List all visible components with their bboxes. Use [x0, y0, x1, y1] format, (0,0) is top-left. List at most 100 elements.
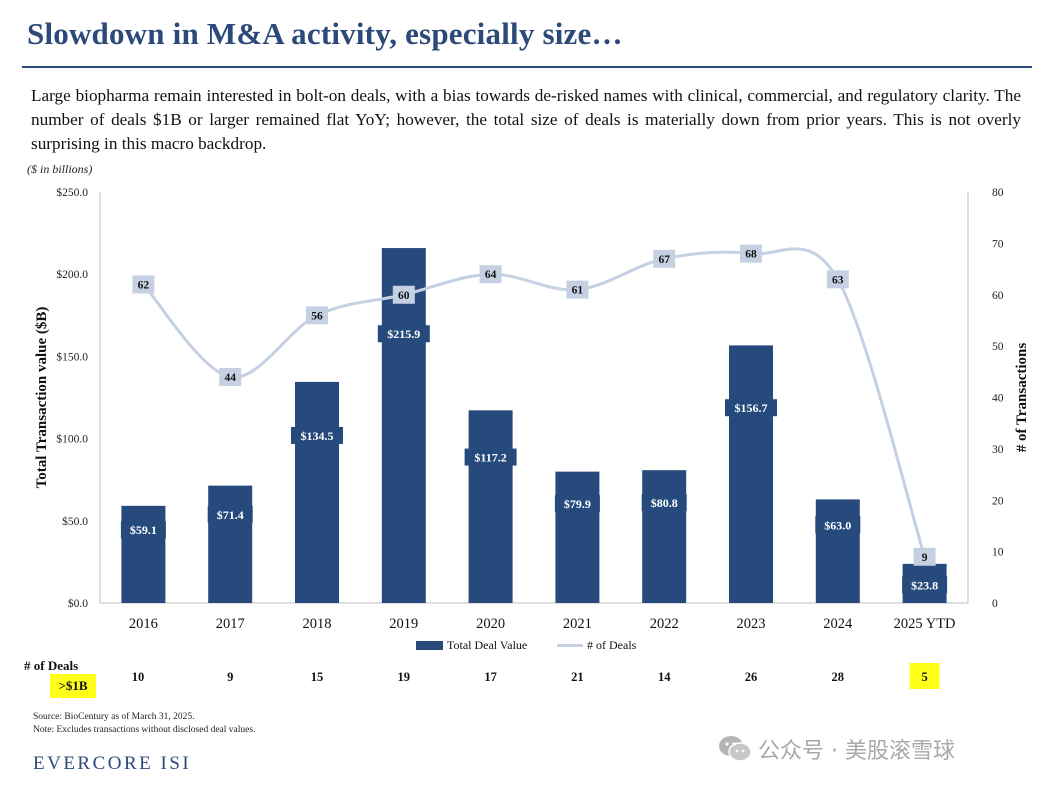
y-tick-label-right: 30	[992, 444, 1004, 456]
line-value-label: 9	[922, 552, 928, 564]
bar	[468, 410, 513, 603]
bar-value-label: $59.1	[130, 523, 157, 537]
deals-count: 26	[745, 670, 758, 684]
y-tick-label-left: $150.0	[56, 350, 88, 363]
x-tick-label: 2017	[216, 616, 245, 632]
line-point-marker	[479, 265, 502, 284]
deals-count: 5	[921, 670, 927, 684]
deals-row-label: # of Deals	[24, 658, 79, 673]
bar-value-label: $71.4	[217, 508, 244, 522]
bar-value-label: $156.7	[735, 401, 768, 415]
bar-value-label: $117.2	[474, 451, 506, 465]
x-tick-label: 2022	[650, 616, 679, 632]
y-tick-label-right: 20	[992, 495, 1004, 507]
y-tick-label-right: 40	[992, 393, 1004, 405]
deals-count: 19	[398, 670, 411, 684]
watermark-text: 公众号 · 美股滚雪球	[758, 739, 955, 764]
line-point-marker	[219, 367, 242, 386]
deals-count: 17	[484, 670, 497, 684]
deals-count: 10	[132, 670, 145, 684]
bar	[208, 485, 253, 603]
line-point-marker	[913, 547, 936, 566]
bar-value-label: $79.9	[564, 497, 591, 511]
line-value-label: 44	[224, 372, 236, 384]
x-tick-label: 2024	[823, 616, 853, 632]
line-point-marker	[653, 249, 676, 268]
deals-highlight	[909, 663, 940, 689]
deals-count: 9	[227, 670, 233, 684]
y-tick-label-left: $100.0	[56, 433, 88, 446]
bar-label-bg	[464, 448, 517, 466]
line-point-marker	[826, 270, 849, 289]
y-tick-label-left: $250.0	[56, 186, 88, 199]
line-value-label: 68	[745, 249, 757, 261]
y-axis-title-right: # of Transactions	[1014, 343, 1030, 453]
deals-row-sublabel: >$1B	[50, 674, 96, 698]
x-tick-label: 2025 YTD	[894, 616, 956, 632]
page-title: Slowdown in M&A activity, especially siz…	[27, 16, 623, 51]
title-divider	[22, 66, 1032, 68]
deals-count: 14	[658, 670, 671, 684]
bar	[295, 381, 339, 603]
y-tick-label-left: $200.0	[56, 268, 88, 281]
x-tick-label: 2018	[303, 616, 332, 632]
x-tick-label: 2020	[476, 616, 505, 632]
line-value-label: 56	[311, 310, 323, 322]
bar	[642, 470, 687, 603]
y-tick-label-right: 80	[992, 187, 1004, 199]
line-point-marker	[566, 280, 589, 299]
bar-label-bg	[725, 399, 777, 417]
source-text: Source: BioCentury as of March 31, 2025.	[33, 712, 195, 722]
bar-value-label: $134.5	[301, 429, 334, 443]
line-value-label: 67	[658, 254, 670, 266]
watermark: 公众号 · 美股滚雪球	[718, 733, 955, 765]
x-tick-label: 2021	[563, 616, 592, 632]
x-tick-label: 2019	[389, 616, 418, 632]
bar-label-bg	[554, 495, 600, 513]
bar-label-bg	[641, 494, 687, 512]
bar-label-bg	[291, 426, 343, 444]
deal-chart: $0.0 $50.0 $100.0 $150.0 $200.0 $250.0 0 10 20 30…	[34, 186, 1030, 689]
line-value-label: 63	[832, 274, 844, 286]
bar-value-label: $80.8	[651, 496, 678, 510]
legend-swatch-bars	[416, 641, 443, 650]
y-tick-label-left: $0.0	[68, 597, 88, 610]
y-axis-title-left: Total Transaction value ($B)	[34, 307, 50, 489]
deals-count: 15	[311, 670, 324, 684]
bar-label-bg	[902, 576, 948, 594]
bar-value-label: $215.9	[387, 327, 420, 341]
legend-label-bars: Total Deal Value	[447, 638, 527, 652]
bar	[121, 505, 166, 603]
line-point-marker	[132, 275, 155, 294]
y-tick-label-right: 50	[992, 341, 1004, 353]
y-tick-label-left: $50.0	[62, 515, 88, 528]
note-text: Note: Excludes transactions without disc…	[33, 725, 256, 735]
line-value-label: 62	[138, 279, 150, 291]
legend-label-line: # of Deals	[587, 638, 637, 652]
y-tick-label-right: 0	[992, 598, 998, 610]
wechat-icon	[719, 736, 752, 762]
y-tick-label-right: 60	[992, 290, 1004, 302]
y-tick-label-right: 70	[992, 238, 1004, 250]
deals-count: 28	[832, 670, 845, 684]
bar-value-label: $63.0	[824, 518, 851, 532]
bar	[381, 248, 426, 603]
x-tick-label: 2023	[737, 616, 766, 632]
units-note: ($ in billions)	[27, 162, 93, 176]
source-notes: Source: BioCentury as of March 31, 2025.…	[33, 711, 255, 737]
deals-line	[142, 247, 927, 558]
bar	[815, 499, 860, 603]
line-value-label: 61	[572, 285, 584, 297]
line-point-marker	[392, 285, 415, 304]
page-subtitle: Large biopharma remain interested in bol…	[31, 86, 1021, 153]
line-point-marker	[306, 306, 328, 325]
y-tick-label-right: 10	[992, 547, 1004, 559]
bar-label-bg	[120, 521, 166, 539]
line-point-marker	[740, 244, 762, 263]
deals-count: 21	[571, 670, 584, 684]
bar	[729, 345, 773, 603]
bar-value-label: $23.8	[911, 578, 938, 592]
line-value-label: 60	[398, 290, 410, 302]
line-value-label: 64	[485, 269, 497, 281]
x-tick-label: 2016	[129, 616, 158, 632]
